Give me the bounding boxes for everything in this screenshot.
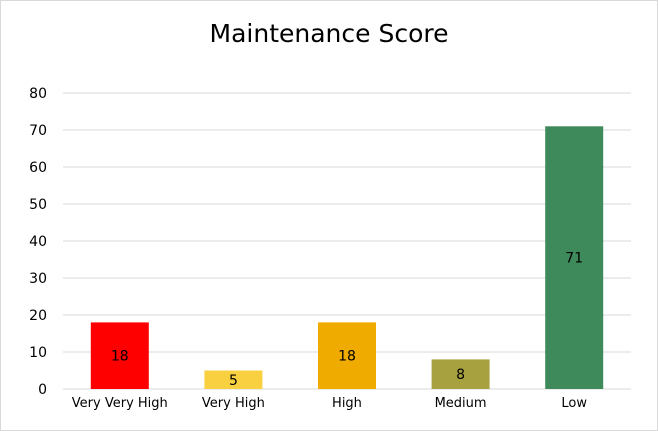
data-label-very-high: 5 [229,373,238,389]
x-tick-label-very-very-high: Very Very High [72,396,168,411]
chart-title: Maintenance Score [209,19,449,48]
y-axis-tick-labels: 0 10 20 30 40 50 60 70 80 [29,86,47,398]
x-tick-label-high: High [332,396,362,411]
data-label-high: 18 [338,349,356,365]
y-tick-label-50: 50 [29,197,47,213]
bar-low [545,126,604,390]
y-tick-label-80: 80 [29,86,47,102]
data-label-low: 71 [565,251,583,267]
y-tick-label-30: 30 [29,271,47,287]
y-tick-label-10: 10 [29,345,47,361]
bars [90,126,604,390]
y-tick-label-0: 0 [38,382,47,398]
x-tick-label-very-high: Very High [202,396,265,411]
data-label-medium: 8 [456,367,465,383]
y-tick-label-40: 40 [29,234,47,250]
y-tick-label-60: 60 [29,160,47,176]
data-label-very-very-high: 18 [111,349,129,365]
y-tick-label-20: 20 [29,308,47,324]
x-tick-label-low: Low [561,396,587,411]
bar-very-high [204,370,263,389]
x-tick-label-medium: Medium [435,396,487,411]
bar-very-very-high [90,322,149,389]
x-axis-category-labels: Very Very High Very High High Medium Low [72,396,588,411]
y-tick-label-70: 70 [29,123,47,139]
bar-high [318,322,376,389]
bar-medium [431,359,490,389]
data-labels: 18 5 18 8 71 [111,251,583,389]
